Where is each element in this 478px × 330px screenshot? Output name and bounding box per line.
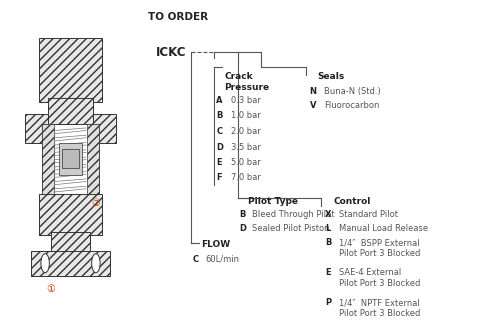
Text: A: A [217,96,223,105]
Text: 1/4″  NPTF External
Pilot Port 3 Blocked: 1/4″ NPTF External Pilot Port 3 Blocked [339,298,421,318]
Bar [40,193,101,235]
Bar [59,143,82,175]
Text: 7.0 bar: 7.0 bar [230,174,261,182]
Text: 2.0 bar: 2.0 bar [230,127,261,136]
Text: 1.0 bar: 1.0 bar [230,112,261,120]
Bar [48,98,93,124]
Bar [42,124,98,197]
Bar [25,114,48,143]
Text: 60L/min: 60L/min [205,255,239,264]
Text: Seals: Seals [318,72,345,81]
Text: L: L [325,224,330,233]
Text: Bleed Through Pilot: Bleed Through Pilot [252,210,335,219]
Text: P: P [325,298,331,307]
Text: B: B [325,238,331,247]
Circle shape [41,254,49,273]
Text: B: B [217,112,223,120]
Text: B: B [240,210,246,219]
Bar [62,149,79,168]
Text: FLOW: FLOW [201,240,230,249]
Text: Buna-N (Std.): Buna-N (Std.) [324,87,380,96]
Text: C: C [193,255,199,264]
Text: C: C [217,127,223,136]
Text: X: X [325,210,331,219]
Bar [31,250,110,276]
Circle shape [92,254,100,273]
Bar [87,124,98,197]
Text: Manual Load Release: Manual Load Release [339,224,428,233]
Text: N: N [310,87,317,96]
Text: Control: Control [333,197,370,206]
Text: 3.5 bar: 3.5 bar [230,143,261,151]
Text: E: E [217,158,222,167]
Text: TO ORDER: TO ORDER [149,12,208,22]
Text: Standard Pilot: Standard Pilot [339,210,398,219]
Text: D: D [217,143,223,151]
Text: D: D [240,224,247,233]
Text: Pilot Type: Pilot Type [248,197,298,206]
Text: 1/4″  BSPP External
Pilot Port 3 Blocked: 1/4″ BSPP External Pilot Port 3 Blocked [339,238,421,258]
Text: 0.3 bar: 0.3 bar [230,96,261,105]
Text: ②: ② [91,198,100,208]
Text: Pressure: Pressure [225,83,270,92]
Bar [93,114,116,143]
Text: Crack: Crack [225,72,253,81]
Text: ①: ① [46,283,55,294]
Text: SAE-4 External
Pilot Port 3 Blocked: SAE-4 External Pilot Port 3 Blocked [339,268,421,288]
Bar [51,232,90,254]
Bar [40,38,101,102]
Text: E: E [325,268,330,277]
Text: F: F [217,174,222,182]
Text: Sealed Pilot Piston: Sealed Pilot Piston [252,224,329,233]
Text: 5.0 bar: 5.0 bar [230,158,261,167]
Bar [42,124,54,197]
Text: Fluorocarbon: Fluorocarbon [324,101,379,110]
Text: ICKC: ICKC [155,46,186,58]
Text: V: V [310,101,316,110]
